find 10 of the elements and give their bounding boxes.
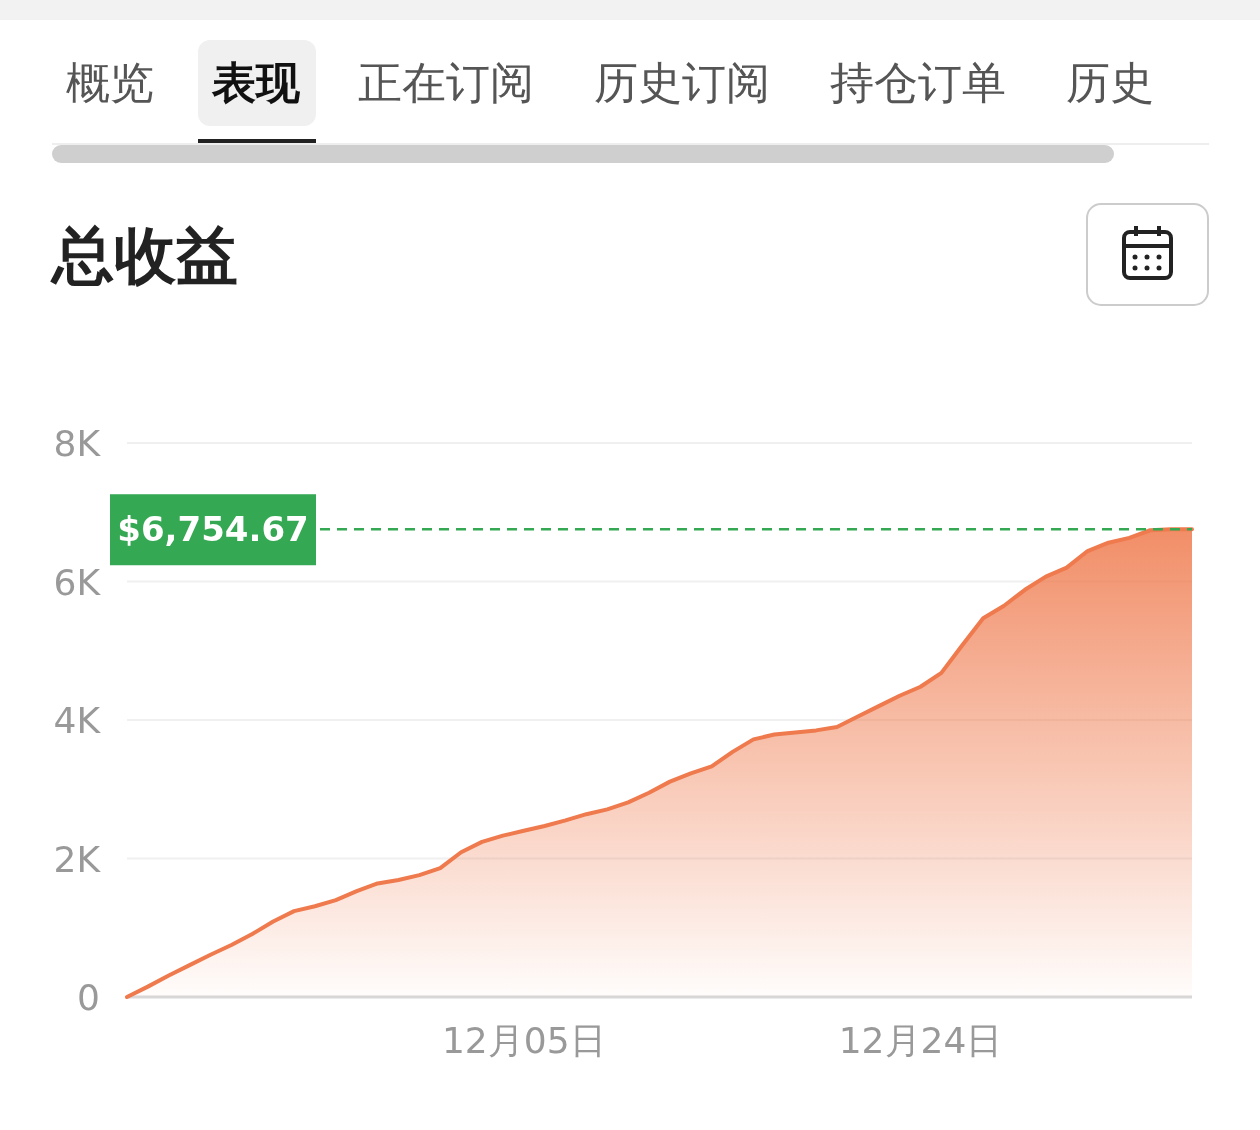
y-tick-label: 2K bbox=[53, 838, 102, 880]
y-tick-label: 6K bbox=[53, 561, 102, 603]
x-tick-label: 12月05日 bbox=[441, 1020, 606, 1061]
y-tick-label: 0 bbox=[77, 977, 100, 1018]
ref-line-label: $6,754.67 bbox=[117, 509, 309, 550]
y-tick-label: 8K bbox=[53, 423, 102, 464]
chart-title: 总收益 bbox=[50, 219, 238, 292]
tabs: 概览 表现 正在订阅 历史订阅 持仓订单 历史 bbox=[66, 40, 1154, 145]
x-tick-label: 12月24日 bbox=[838, 1020, 1003, 1061]
y-tick-label: 4K bbox=[53, 700, 102, 741]
